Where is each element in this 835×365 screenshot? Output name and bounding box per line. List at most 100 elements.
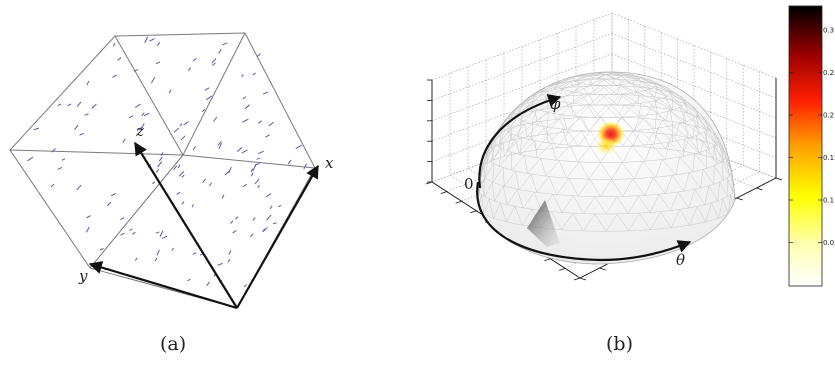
stick-mark xyxy=(136,126,143,131)
density-peak-secondary xyxy=(595,137,617,155)
stick-mark xyxy=(227,259,231,263)
stick-mark xyxy=(51,148,56,153)
stick-mark xyxy=(86,215,91,219)
stick-mark xyxy=(258,150,264,155)
stick-mark xyxy=(232,230,237,234)
stick-mark xyxy=(86,80,90,86)
stick-mark xyxy=(236,147,243,152)
stick-mark xyxy=(256,53,261,58)
stick-mark xyxy=(120,232,125,236)
stick-mark xyxy=(57,103,62,106)
stick-mark xyxy=(262,227,268,232)
stick-mark xyxy=(67,103,72,107)
z-axis-arrow xyxy=(134,141,238,309)
stick-mark xyxy=(256,157,260,160)
stick-mark xyxy=(155,169,160,173)
stick-mark xyxy=(257,120,262,124)
stick-mark xyxy=(241,118,249,123)
stick-mark xyxy=(112,74,118,78)
stick-mark xyxy=(159,230,164,238)
y-axis-label: y xyxy=(78,267,88,285)
z-axis-label: z xyxy=(135,122,144,140)
stick-mark xyxy=(173,165,178,171)
stick-mark xyxy=(160,152,164,156)
stick-mark xyxy=(173,127,179,133)
stick-mark xyxy=(242,96,247,100)
stick-mark xyxy=(243,284,247,288)
zero-label: 0 xyxy=(464,175,474,193)
stick-mark xyxy=(202,178,206,184)
stick-mark xyxy=(252,164,257,171)
stick-mark xyxy=(295,144,303,150)
stick-mark xyxy=(187,278,191,282)
stick-mark xyxy=(241,74,244,78)
stick-mark xyxy=(181,174,185,178)
stick-mark xyxy=(76,184,82,191)
stick-mark xyxy=(57,166,63,170)
stick-mark xyxy=(154,257,158,262)
stick-mark xyxy=(157,161,163,168)
stick-mark xyxy=(133,69,139,72)
colorbar-tick-label: 0.3 xyxy=(823,27,834,35)
stick-mark xyxy=(178,171,185,177)
stick-mark xyxy=(106,201,112,207)
stick-mark xyxy=(79,132,85,136)
panel-a: z x y (a) xyxy=(9,32,334,355)
stick-mark xyxy=(192,146,196,151)
theta-arrow xyxy=(476,181,692,262)
stick-mark xyxy=(134,257,138,261)
stick-mark xyxy=(257,184,260,189)
stick-mark xyxy=(141,112,145,117)
stick-mark xyxy=(254,178,260,185)
stick-mark xyxy=(155,231,160,234)
shadow-patch xyxy=(527,200,560,247)
stick-mark xyxy=(221,194,225,199)
stick-mark xyxy=(250,168,254,173)
stick-mark xyxy=(27,156,34,162)
stick-mark xyxy=(303,163,307,170)
stick-mark xyxy=(218,49,222,54)
stick-mark xyxy=(161,235,168,239)
stick-mark xyxy=(222,42,228,46)
stick-mark xyxy=(205,95,213,101)
stick-mark xyxy=(99,248,104,251)
stick-mark xyxy=(143,112,150,117)
stick-mark xyxy=(266,214,272,221)
stick-mark xyxy=(211,58,217,64)
stick-mark xyxy=(212,116,218,122)
colorbar-tick-label: 0.25 xyxy=(823,69,835,77)
stick-mark xyxy=(140,123,145,130)
stick-mark xyxy=(179,123,183,127)
stick-mark xyxy=(252,72,256,76)
stick-mark xyxy=(265,134,271,138)
stick-mark xyxy=(181,201,185,205)
stick-mark xyxy=(50,183,55,188)
stick-mark xyxy=(171,247,175,251)
stick-mark xyxy=(176,191,181,195)
colorbar-tick-label: 0.1 xyxy=(823,197,834,205)
stick-mark xyxy=(244,104,250,110)
stick-mark xyxy=(128,115,134,119)
stick-mark xyxy=(201,108,206,113)
colorbar-tick-label: 0.15 xyxy=(823,154,835,162)
stick-mark xyxy=(61,158,66,161)
stick-mark xyxy=(212,62,216,66)
stick-mark xyxy=(252,217,256,221)
stick-mark xyxy=(187,67,191,71)
stick-mark xyxy=(150,76,156,84)
hemisphere-surface xyxy=(477,71,736,265)
stick-mark xyxy=(218,142,222,149)
stick-mark xyxy=(183,121,189,126)
stick-mark xyxy=(177,164,181,169)
cube-outline xyxy=(9,32,316,309)
stick-mark xyxy=(269,205,273,210)
stick-mark xyxy=(117,57,122,61)
stick-mark xyxy=(206,281,211,287)
phi-arrow xyxy=(478,94,562,189)
stick-mark xyxy=(228,250,232,255)
colorbar: 0.3 0.25 0.2 0.15 0.1 0.05 xyxy=(788,5,835,287)
stick-mark xyxy=(191,204,194,208)
stick-mark xyxy=(122,138,126,144)
x-axis-label: x xyxy=(325,154,334,172)
